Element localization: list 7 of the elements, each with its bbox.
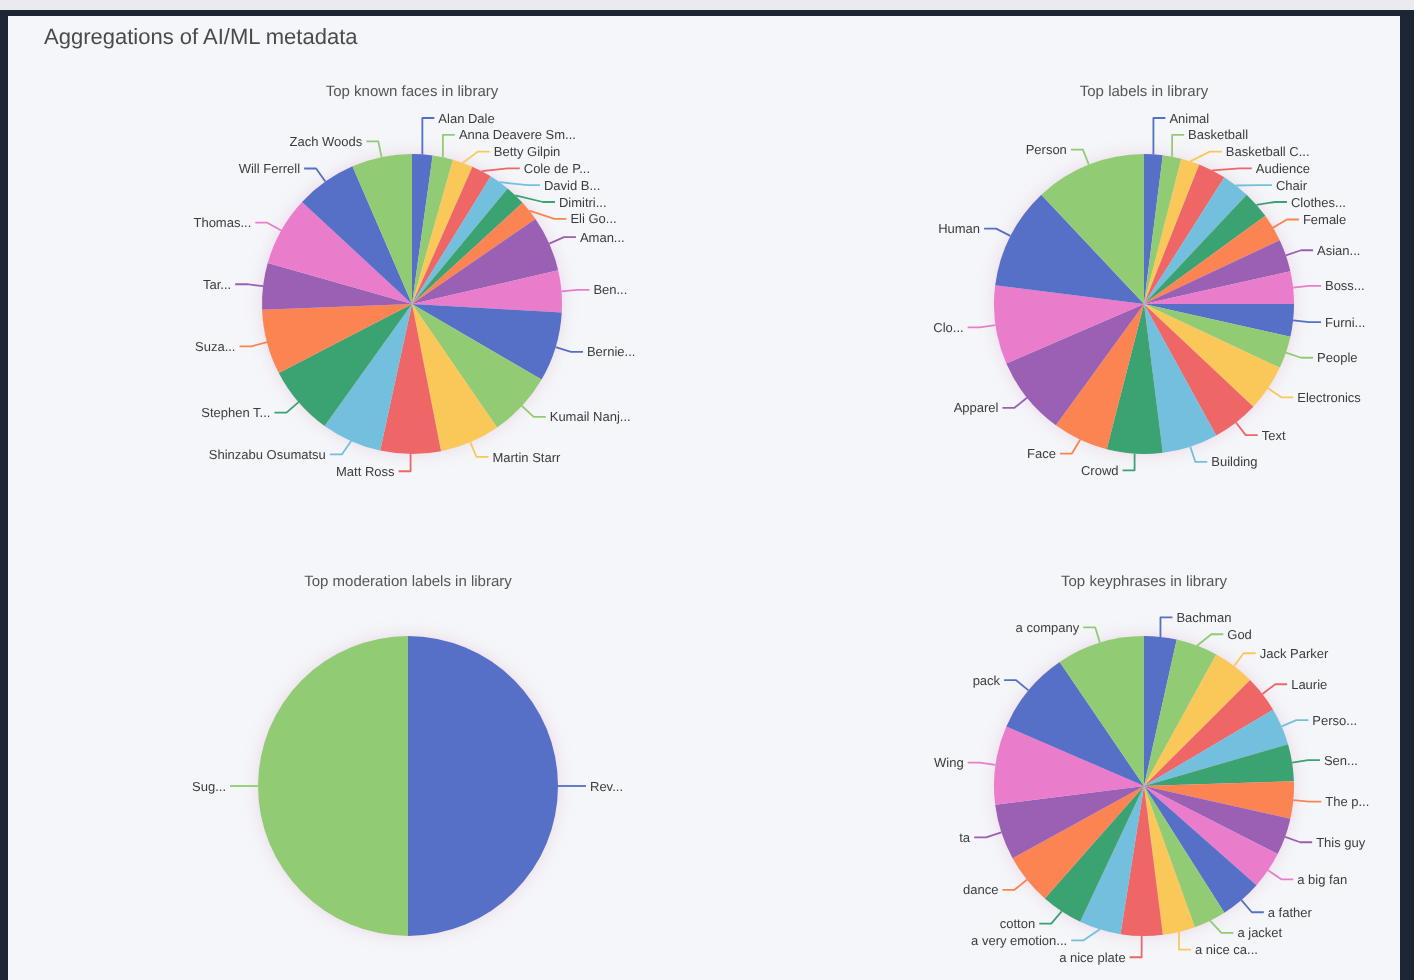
pie-slice	[1144, 786, 1225, 928]
pie-slice	[1055, 304, 1144, 450]
pie-slice	[1006, 304, 1144, 426]
pie-slice	[324, 304, 412, 451]
text: Aggregations of AI/ML metadata	[44, 26, 360, 50]
pie-slice	[278, 304, 412, 426]
pie-slice	[1044, 786, 1144, 922]
